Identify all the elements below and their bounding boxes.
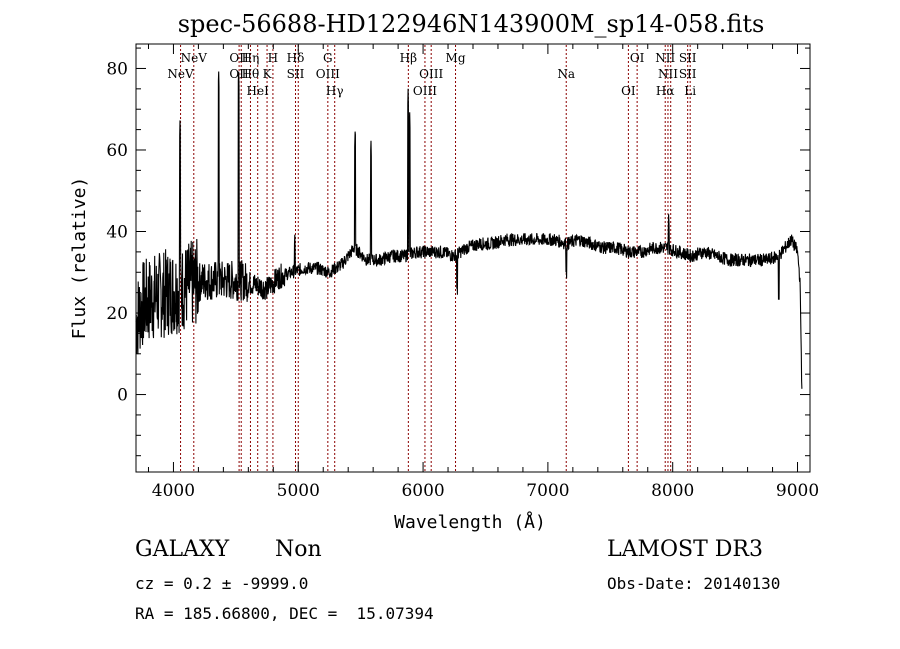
- object-class: GALAXY: [135, 537, 230, 562]
- marker-label-lower: HeI: [247, 84, 270, 98]
- x-tick-label: 9000: [776, 481, 819, 501]
- marker-label-upper: Hη: [242, 51, 260, 65]
- spectrum-line: [135, 71, 803, 389]
- y-tick-label: 40: [106, 223, 128, 243]
- axes: 4000 5000 6000 7000 8000 9000 0 20 40 60 80: [106, 44, 819, 501]
- marker-label-upper: H: [268, 51, 278, 65]
- marker-label-lower: Li: [684, 84, 696, 98]
- chart-title: spec-56688-HD122946N143900M_sp14-058.fit…: [178, 10, 765, 38]
- marker-label-lower: K: [263, 67, 273, 81]
- marker-label-lower: NeV: [167, 67, 194, 81]
- y-tick-label: 0: [117, 386, 128, 406]
- marker-label-lower: Na: [557, 67, 575, 81]
- marker-label-lower: Hθ: [242, 67, 260, 81]
- marker-label-upper: NeV: [181, 51, 208, 65]
- x-tick-label: 6000: [401, 481, 444, 501]
- marker-label-lower: OIII: [316, 67, 340, 81]
- marker-label-lower: OI: [621, 84, 636, 98]
- marker-label-lower: OIII: [419, 67, 443, 81]
- marker-label-upper: OI: [630, 51, 645, 65]
- marker-label-lower: NII: [658, 67, 678, 81]
- marker-label-lower: OIII: [413, 84, 437, 98]
- marker-label-upper: Mg: [446, 51, 466, 65]
- marker-label-upper: Hδ: [287, 51, 305, 65]
- x-tick-label: 8000: [651, 481, 694, 501]
- marker-label-upper: G: [323, 51, 333, 65]
- plot-frame: [135, 43, 811, 473]
- survey-name: LAMOST DR3: [607, 537, 763, 562]
- marker-label-lower: SII: [287, 67, 305, 81]
- marker-label-upper: Hβ: [400, 51, 417, 65]
- marker-label-lower: Hγ: [326, 84, 344, 98]
- redshift-readout: cz = 0.2 ± -9999.0: [135, 574, 309, 593]
- marker-label-upper: NII: [655, 51, 675, 65]
- x-tick-label: 4000: [152, 481, 195, 501]
- x-axis-label: Wavelength (Å): [394, 511, 546, 533]
- x-tick-label: 5000: [277, 481, 320, 501]
- x-tick-label: 7000: [526, 481, 569, 501]
- marker-label-upper: OII: [229, 51, 249, 65]
- observation-date: Obs-Date: 20140130: [607, 574, 781, 593]
- y-tick-label: 60: [106, 141, 128, 161]
- object-subclass: Non: [275, 537, 322, 562]
- marker-label-upper: SII: [679, 51, 697, 65]
- y-tick-label: 80: [106, 59, 128, 79]
- y-axis-label: Flux (relative): [69, 177, 90, 340]
- coordinates-readout: RA = 185.66800, DEC = 15.07394: [135, 604, 434, 623]
- marker-label-lower: Hα: [656, 84, 675, 98]
- marker-label-lower: SII: [679, 67, 697, 81]
- y-tick-label: 20: [106, 304, 128, 324]
